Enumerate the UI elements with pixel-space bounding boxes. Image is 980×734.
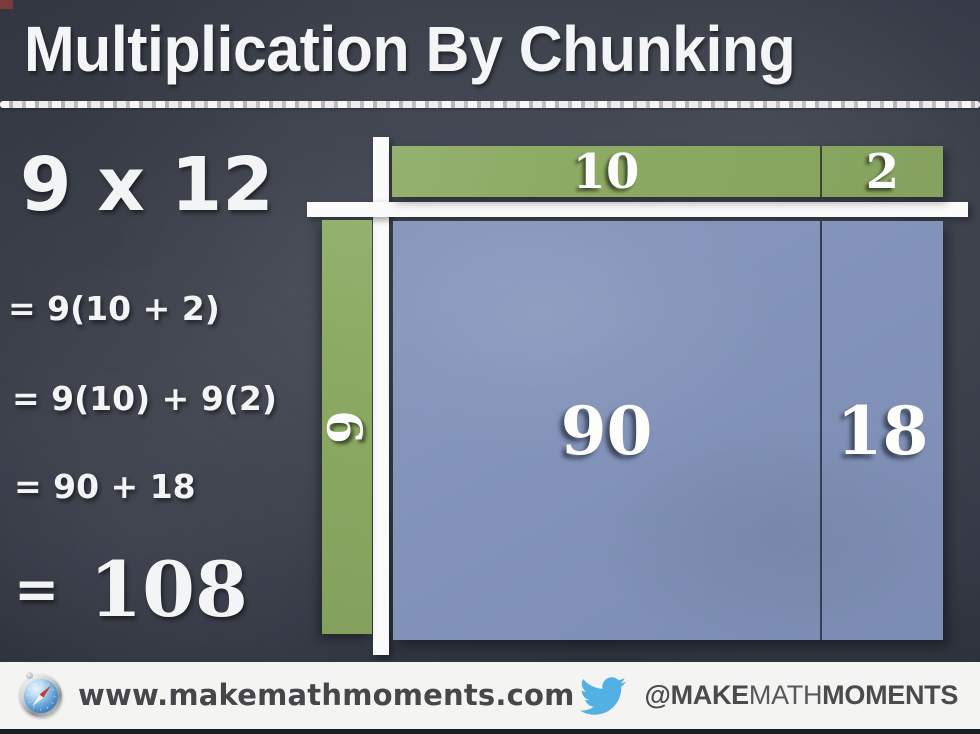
top-segment-10: 10	[392, 146, 820, 197]
problem-expression: 9 x 12	[20, 142, 274, 228]
result-row: = 108	[14, 552, 248, 628]
corner-accent	[0, 0, 13, 9]
top-segment-2-label: 2	[865, 143, 900, 200]
product-cell-90: 90	[393, 221, 820, 640]
product-area: 90 18	[393, 221, 943, 640]
top-segment-2: 2	[822, 146, 943, 197]
handle-bold-moments: MOMENTS	[822, 680, 959, 710]
safari-compass-icon	[20, 671, 62, 717]
side-segment-9-label: 9	[319, 410, 375, 444]
factor-bar-side: 9	[319, 220, 375, 634]
page-title: Multiplication By Chunking	[24, 13, 796, 85]
handle-light-math: MATH	[748, 680, 823, 710]
step-expand: = 9(10) + 9(2)	[12, 379, 277, 418]
top-segment-10-label: 10	[572, 143, 640, 200]
step-distribute: = 9(10 + 2)	[8, 289, 220, 328]
title-underline	[0, 101, 980, 108]
compass-knob	[26, 671, 33, 679]
factor-bar-top: 10 2	[392, 146, 943, 197]
twitter-group: @MAKEMATHMOMENTS	[575, 673, 959, 719]
product-cell-18: 18	[822, 221, 943, 640]
product-divider	[820, 221, 822, 640]
product-90-label: 90	[560, 391, 653, 470]
twitter-handle: @MAKEMATHMOMENTS	[645, 682, 959, 709]
result-equals-sign: =	[14, 558, 60, 621]
product-18-label: 18	[836, 391, 929, 470]
website-group: www.makemathmoments.com	[20, 671, 575, 717]
website-url: www.makemathmoments.com	[78, 678, 575, 712]
top-bar-divider	[820, 146, 822, 197]
model-horizontal-axis	[307, 202, 968, 217]
bottom-strip	[0, 729, 980, 734]
step-partial-products: = 90 + 18	[14, 467, 196, 506]
model-vertical-axis	[373, 137, 389, 655]
footer: www.makemathmoments.com @MAKEMATHMOMENTS	[0, 662, 980, 729]
result-value: 108	[89, 545, 248, 634]
handle-bold-make: @MAKE	[644, 680, 750, 710]
twitter-bird-icon	[579, 676, 626, 715]
